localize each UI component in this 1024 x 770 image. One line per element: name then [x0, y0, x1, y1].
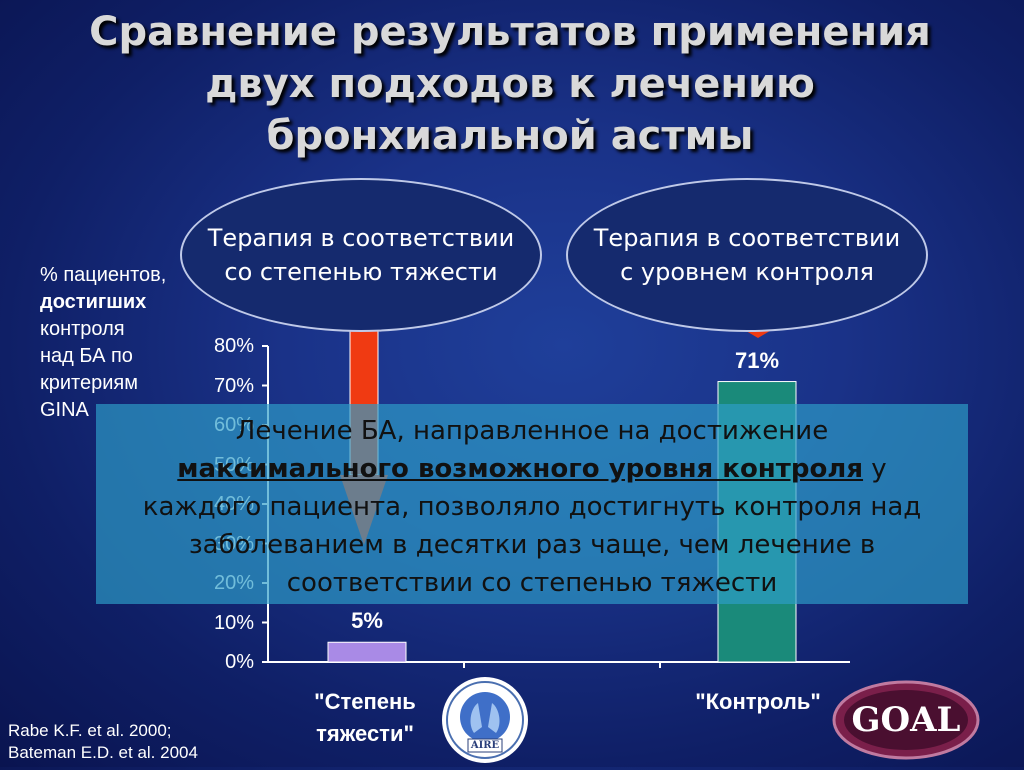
conclusion-highlight: максимального возможного уровня контроля [177, 454, 864, 484]
category-label-severity: "Степень тяжести" [314, 689, 416, 746]
ellipse-control-therapy: Терапия в соответствии с уровнем контрол… [566, 178, 928, 332]
conclusion-line-5: соответствии со степенью тяжести [286, 568, 778, 598]
y-axis-label-line-2: достигших [40, 291, 147, 313]
conclusion-line-4: заболеванием в десятки раз чаще, чем леч… [188, 530, 876, 560]
title-line-1: Сравнение результатов применения [89, 9, 931, 55]
conclusion-box: Лечение БА, направленное на достижение м… [96, 404, 968, 604]
y-tick-label: 0% [225, 651, 254, 673]
y-axis-label-line-3: контроля [40, 318, 125, 340]
ellipse-severity-therapy: Терапия в соответствии со степенью тяжес… [180, 178, 542, 332]
citation-2: Bateman E.D. et al. 2004 [8, 743, 198, 762]
ellipse-right-line-1: Терапия в соответствии [593, 224, 901, 252]
y-tick-label: 70% [213, 374, 254, 397]
y-axis-label-line-6: GINA [40, 399, 89, 421]
goal-logo: GOAL [832, 680, 980, 760]
page-title: Сравнение результатов применения двух по… [60, 6, 960, 162]
aire-logo: AIRE [440, 675, 530, 765]
y-axis-label-line-5: критериям [40, 372, 138, 394]
bar-0 [327, 641, 407, 663]
y-axis-label: % пациентов, достигших контроля над БА п… [40, 262, 200, 424]
bar-value-label: 5% [351, 608, 383, 634]
title-line-2: двух подходов к лечению [205, 61, 815, 107]
ellipse-right-line-2: с уровнем контроля [620, 258, 874, 286]
y-tick-label: 10% [213, 611, 254, 634]
y-axis-label-line-4: над БА по [40, 345, 133, 367]
ellipse-left-line-2: со степенью тяжести [224, 258, 498, 286]
ellipse-left-line-1: Терапия в соответствии [207, 224, 515, 252]
citation-1: Rabe K.F. et al. 2000; [8, 721, 172, 740]
conclusion-line-2: максимального возможного уровня контроля… [177, 454, 887, 484]
category-label-control: "Контроль" [695, 689, 821, 714]
conclusion-line-1: Лечение БА, направленное на достижение [235, 416, 829, 446]
y-axis-label-line-1: % пациентов, [40, 264, 167, 286]
conclusion-line-3: каждого пациента, позволяло достигнуть к… [142, 492, 922, 522]
citations: Rabe K.F. et al. 2000; Bateman E.D. et a… [8, 720, 308, 764]
title-line-3: бронхиальной астмы [266, 113, 754, 159]
y-tick-label: 80% [213, 335, 254, 357]
bar-value-label: 71% [734, 347, 780, 373]
